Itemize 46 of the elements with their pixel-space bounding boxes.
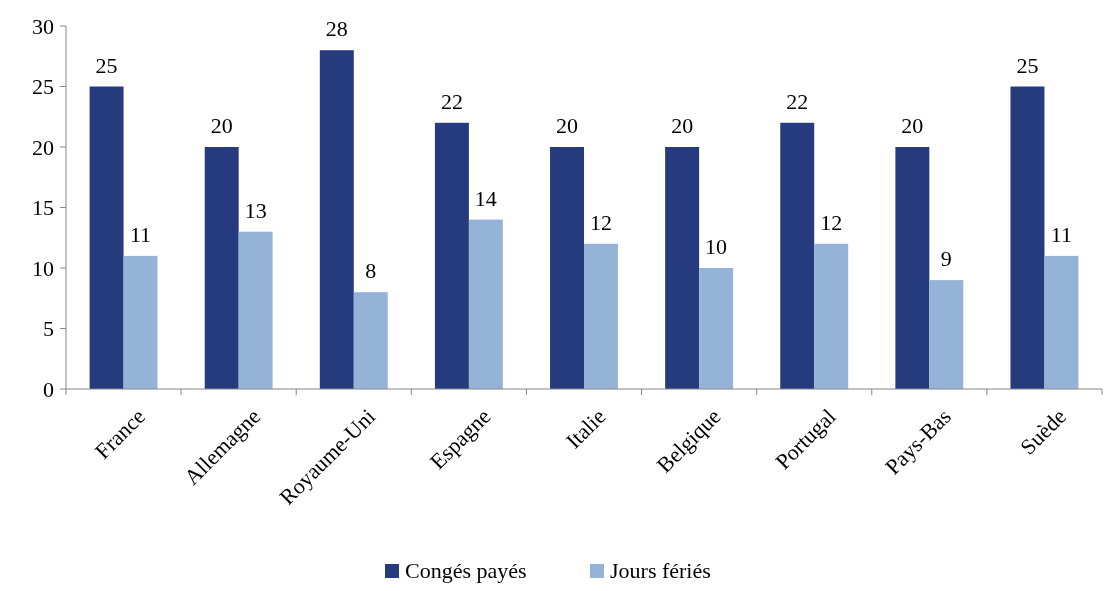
- bar: [1010, 86, 1045, 389]
- bar: [550, 147, 584, 389]
- y-tick-label: 25: [32, 74, 54, 100]
- bar: [895, 147, 930, 389]
- data-label: 9: [940, 246, 952, 272]
- data-label: 12: [820, 209, 843, 235]
- bar: [353, 292, 388, 389]
- data-label: 12: [589, 209, 612, 235]
- bar: [434, 122, 469, 389]
- data-label: 20: [210, 113, 233, 138]
- data-label: 22: [786, 88, 809, 114]
- data-label: 20: [901, 113, 924, 138]
- bar: [814, 243, 849, 389]
- bar: [123, 255, 158, 389]
- data-label: 11: [129, 221, 152, 247]
- bar: [665, 147, 700, 389]
- data-label: 10: [705, 234, 728, 259]
- data-label: 14: [474, 185, 497, 211]
- data-label: 20: [671, 113, 694, 138]
- bar: [780, 122, 815, 389]
- y-tick-label: 20: [32, 134, 54, 160]
- data-label: 11: [1050, 221, 1073, 247]
- data-label: 28: [325, 16, 348, 42]
- bar: [468, 219, 503, 389]
- data-label: 8: [365, 258, 377, 284]
- bar: [204, 147, 239, 389]
- data-label: 20: [556, 113, 579, 138]
- data-label: 25: [1016, 52, 1039, 78]
- bar: [584, 243, 618, 389]
- legend-label: Jours fériés: [610, 558, 711, 583]
- bar: [1044, 255, 1079, 389]
- y-tick-label: 0: [43, 376, 54, 402]
- bar: [319, 50, 354, 389]
- x-tick-label: Italie: [560, 403, 611, 454]
- data-label: 25: [95, 52, 118, 78]
- y-tick-label: 15: [32, 195, 54, 221]
- y-tick-label: 30: [32, 13, 54, 39]
- bar: [238, 231, 273, 389]
- bar: [929, 280, 964, 389]
- bar: [699, 268, 734, 389]
- data-label: 22: [440, 88, 463, 114]
- data-label: 13: [244, 197, 267, 223]
- y-tick-label: 5: [43, 316, 54, 342]
- y-tick-label: 10: [32, 255, 54, 281]
- legend-label: Congés payés: [405, 558, 527, 583]
- bar: [89, 86, 124, 389]
